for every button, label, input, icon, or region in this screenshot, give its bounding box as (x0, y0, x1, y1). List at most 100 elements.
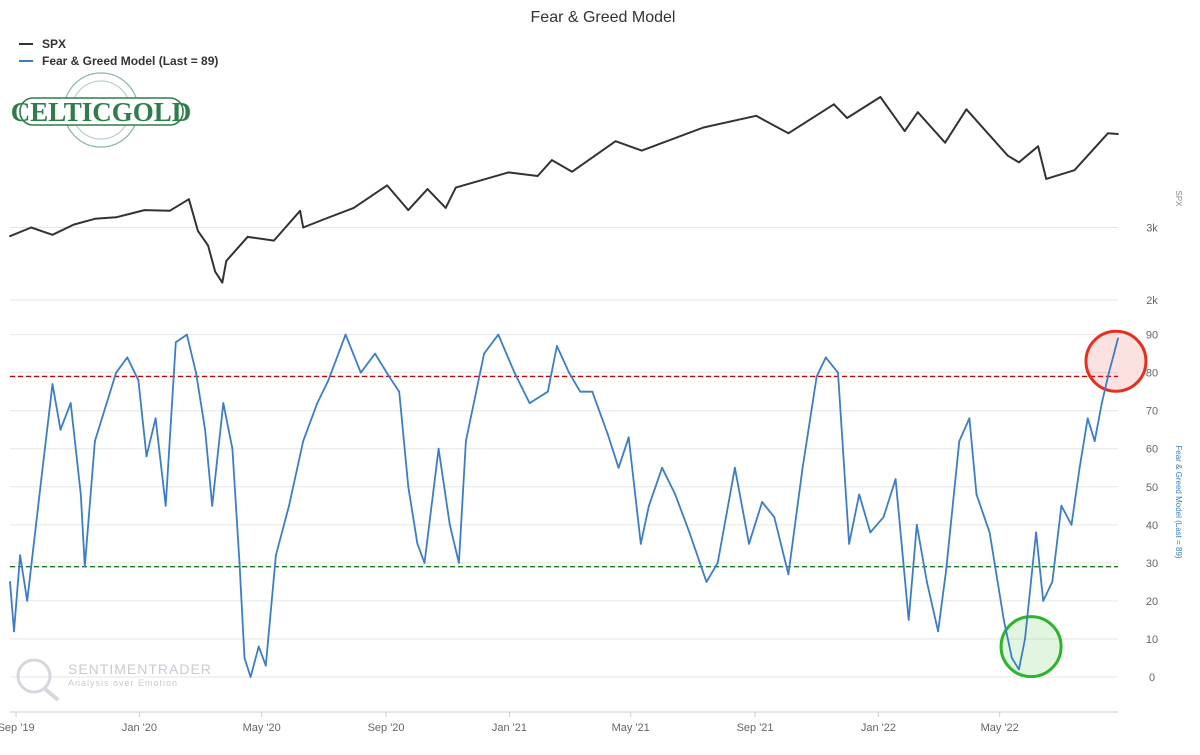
data-point-1-0-59 (648, 504, 650, 507)
data-point-1-0-96 (1070, 523, 1073, 526)
logo-brand-text: CELTICGOLD (11, 97, 192, 127)
x-tick-label-8: May '22 (981, 722, 1019, 734)
data-point-0-0-46 (1106, 132, 1109, 135)
data-point-0-0-45 (1073, 169, 1076, 172)
watermark-tagline: Analysis over Emotion (68, 678, 178, 688)
data-point-1-0-69 (787, 573, 790, 576)
x-tick-label-2: May '20 (243, 722, 281, 734)
watermark-name: SENTIMENTRADER (68, 661, 212, 677)
legend-item-fear-greed[interactable]: Fear & Greed Model (Last = 89) (42, 54, 218, 68)
data-point-1-0-103 (1117, 337, 1119, 340)
data-point-1-0-44 (457, 561, 460, 564)
data-point-0-0-5 (115, 216, 118, 219)
data-point-0-0-6 (143, 209, 146, 212)
data-point-0-0-10 (207, 244, 210, 247)
data-point-0-0-24 (454, 186, 457, 189)
data-point-1-0-22 (222, 402, 225, 404)
reference-lines (10, 375, 1118, 568)
data-point-1-0-25 (243, 657, 246, 659)
highlight-circle-1 (999, 615, 1063, 679)
data-point-1-0-33 (327, 379, 330, 382)
watermark-magnifier-handle (42, 686, 60, 702)
data-point-1-0-72 (824, 356, 827, 359)
data-point-1-0-75 (858, 493, 861, 496)
data-point-1-0-80 (915, 523, 918, 526)
data-point-0-0-32 (755, 114, 757, 117)
data-point-1-0-53 (579, 390, 582, 393)
data-point-1-0-26 (249, 676, 252, 678)
data-point-1-0-9 (83, 565, 86, 568)
data-point-1-0-10 (94, 440, 96, 443)
data-point-0-0-12 (221, 281, 224, 284)
data-point-1-0-81 (926, 580, 928, 583)
highlight-circle-0 (1084, 329, 1148, 393)
data-point-0-0-11 (214, 270, 217, 273)
data-point-1-0-38 (398, 390, 401, 393)
y-tick-label-1-2: 20 (1146, 596, 1158, 608)
sentimentrader-watermark: SENTIMENTRADER Analysis over Emotion (16, 658, 212, 702)
highlight-circles (999, 329, 1148, 679)
data-point-0-0-22 (426, 188, 429, 190)
data-point-1-0-31 (302, 440, 305, 443)
data-point-0-0-41 (1006, 154, 1009, 157)
y-tick-label-0-1: 3k (1146, 223, 1158, 235)
data-point-1-0-52 (568, 371, 570, 374)
legend[interactable]: SPX Fear & Greed Model (Last = 89) (19, 37, 218, 68)
y-tick-label-1-9: 90 (1146, 330, 1158, 342)
data-point-0-0-27 (550, 159, 553, 161)
data-point-1-0-90 (1018, 668, 1020, 671)
data-point-1-0-8 (79, 493, 82, 496)
data-point-0-0-44 (1045, 178, 1048, 180)
data-point-1-0-76 (869, 531, 872, 534)
series-line-1-0 (9, 333, 1119, 678)
data-point-1-0-82 (937, 630, 939, 633)
data-point-1-0-43 (448, 523, 451, 526)
data-point-1-0-50 (546, 390, 549, 393)
data-point-1-0-28 (264, 664, 267, 667)
data-point-1-0-98 (1086, 417, 1089, 420)
data-point-1-0-2 (19, 554, 22, 557)
data-point-0-0-3 (72, 223, 75, 226)
data-point-0-0-39 (944, 141, 947, 144)
data-point-0-0-33 (787, 132, 790, 135)
data-point-1-0-77 (882, 516, 885, 519)
data-point-1-0-39 (407, 485, 410, 488)
data-point-1-0-1 (13, 630, 15, 633)
data-point-1-0-95 (1060, 504, 1063, 507)
data-point-1-0-97 (1078, 466, 1081, 469)
data-point-1-0-64 (716, 561, 719, 564)
x-tick-label-3: Sep '20 (368, 722, 405, 734)
data-point-1-0-35 (359, 371, 362, 374)
data-point-0-0-16 (299, 209, 302, 212)
data-point-1-0-68 (773, 516, 776, 519)
data-point-1-0-65 (733, 466, 736, 469)
data-point-1-0-51 (556, 345, 558, 347)
data-point-0-0-34 (833, 103, 835, 106)
data-point-1-0-87 (988, 531, 991, 534)
data-point-0-0-8 (188, 198, 190, 201)
data-point-1-0-6 (59, 428, 62, 431)
data-point-0-0-14 (246, 236, 249, 238)
legend-item-spx[interactable]: SPX (42, 37, 66, 51)
data-point-0-0-17 (302, 226, 305, 229)
data-point-0-0-38 (916, 111, 919, 114)
y-tick-label-1-0: 0 (1149, 672, 1155, 684)
data-point-1-0-88 (1002, 619, 1005, 621)
series-line-0-0 (9, 96, 1119, 284)
data-point-0-0-9 (197, 230, 199, 233)
data-point-1-0-23 (231, 447, 234, 450)
x-tick-label-1: Jan '20 (122, 722, 157, 734)
data-point-0-0-7 (168, 209, 171, 212)
x-tick-label-7: Jan '22 (861, 722, 896, 734)
data-point-1-0-20 (204, 428, 207, 431)
data-point-1-0-67 (761, 501, 764, 503)
data-point-1-0-56 (617, 466, 620, 469)
data-point-1-0-7 (69, 402, 72, 404)
data-point-0-0-31 (702, 126, 705, 129)
data-point-1-0-55 (606, 432, 609, 435)
data-point-1-0-91 (1024, 638, 1026, 640)
data-point-1-0-78 (894, 478, 897, 481)
data-point-0-0-25 (507, 171, 510, 174)
data-point-1-0-19 (195, 371, 197, 374)
chart-title: Fear & Greed Model (531, 9, 676, 26)
